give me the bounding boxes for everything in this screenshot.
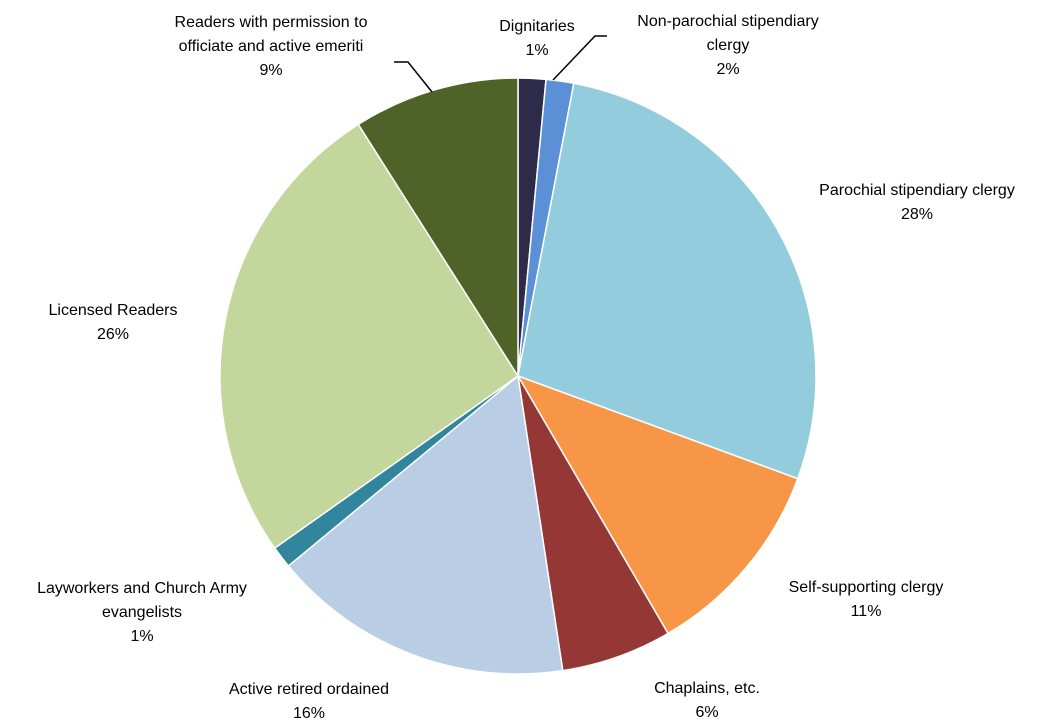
pie-slice-active-retired-ordained [287,374,564,675]
slice-label-chaplains-etc: Chaplains, etc. 6% [654,680,760,721]
slice-label-self-supporting-clergy: Self-supporting clergy 11% [789,579,944,620]
slice-percent: 16% [293,705,325,722]
slice-name-line: Layworkers and Church Army [37,580,247,597]
pie-slice-licensed-readers [219,123,520,550]
slice-name-line: Self-supporting clergy [789,579,944,596]
slice-label-readers-with-permission-to-officiate-and-active-emeriti: Readers with permission to officiate and … [175,14,368,79]
slice-percent: 6% [695,704,718,721]
slice-name-line: Chaplains, etc. [654,680,760,697]
slice-percent: 2% [716,61,739,78]
slice-label-layworkers-and-church-army-evangelists: Layworkers and Church Army evangelists 1% [37,580,247,645]
slice-labels: Dignitaries 1% Non-parochial stipendiary cl… [37,13,1015,722]
slice-label-active-retired-ordained: Active retired ordained 16% [229,681,389,722]
slice-name-line: Licensed Readers [49,302,178,319]
slice-name-line: Active retired ordained [229,681,389,698]
slice-percent: 11% [851,603,882,620]
slice-percent: 1% [130,628,153,645]
slice-label-licensed-readers: Licensed Readers 26% [49,302,178,343]
slice-name-line: Dignitaries [499,18,575,35]
slice-name-line: Non-parochial stipendiary [637,13,818,30]
slice-percent: 26% [97,326,129,343]
slice-name-line: Parochial stipendiary clergy [819,182,1015,199]
slice-label-dignitaries: Dignitaries 1% [499,18,575,59]
slice-percent: 28% [901,206,933,223]
slice-name-line: clergy [707,37,750,54]
slice-label-non-parochial-stipendiary-clergy: Non-parochial stipendiary clergy 2% [637,13,818,78]
slice-name-line: evangelists [102,604,182,621]
leader-line-readers-with-permission-to-officiate-and-active-emeriti [394,61,433,93]
pie-slice-parochial-stipendiary-clergy [517,82,817,480]
leader-lines [394,35,607,93]
pie-slice-self-supporting-clergy [516,374,799,635]
slice-percent: 1% [525,42,548,59]
leader-line-non-parochial-stipendiary-clergy [552,35,607,81]
pie-slice-readers-with-permission-to-officiate-and-active-emeriti [357,77,519,379]
slice-name-line: Readers with permission to [175,14,368,31]
slice-name-line: officiate and active emeriti [179,38,364,55]
slice-label-parochial-stipendiary-clergy: Parochial stipendiary clergy 28% [819,182,1015,223]
pie-slices [219,77,817,675]
slice-percent: 9% [259,62,282,79]
